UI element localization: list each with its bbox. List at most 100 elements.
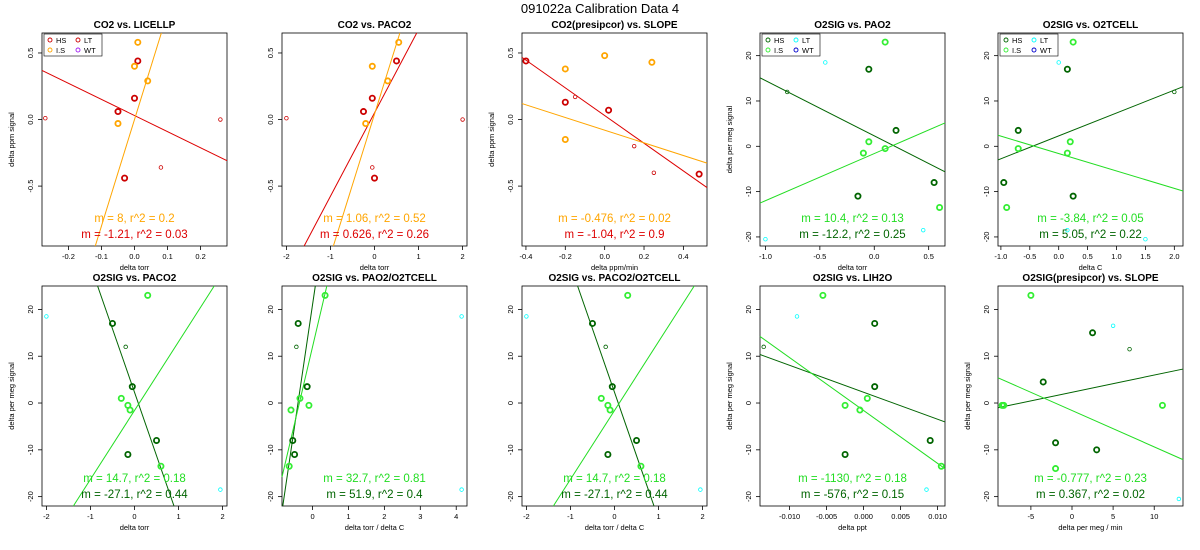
x-tick-label: -2 bbox=[43, 512, 50, 521]
data-point bbox=[1000, 179, 1008, 187]
x-axis-label: delta per meg / min bbox=[1058, 523, 1122, 532]
data-point bbox=[823, 60, 828, 65]
y-tick-label: 0.0 bbox=[506, 114, 515, 124]
chart-panel-3: CO2(presipcor) vs. SLOPE -0.4 -0.2 0.0 0.2 0.… bbox=[487, 20, 708, 272]
y-tick-label: 0 bbox=[744, 401, 753, 405]
data-point bbox=[144, 77, 152, 85]
x-tick-label: 0.000 bbox=[854, 512, 873, 521]
data-point bbox=[1093, 446, 1101, 454]
data-point bbox=[1069, 38, 1077, 46]
data-point bbox=[1066, 138, 1074, 146]
legend-box bbox=[43, 33, 103, 57]
data-point bbox=[303, 383, 311, 391]
data-point bbox=[1069, 192, 1077, 200]
x-tick-label: 2.0 bbox=[1169, 252, 1179, 261]
data-point bbox=[597, 394, 605, 402]
legend-marker bbox=[1003, 37, 1009, 43]
chart-panel-1: CO2 vs. LICELLP -0.2 -0.1 0.0 0.1 0.2 -0.5 0.0 0… bbox=[7, 20, 228, 272]
x-tick-label: 1 bbox=[416, 252, 420, 261]
data-point bbox=[130, 62, 138, 70]
y-tick-label: 20 bbox=[982, 51, 991, 59]
x-tick-label: 0.2 bbox=[639, 252, 649, 261]
fit-annotation: m = -3.84, r^2 = 0.05 bbox=[1037, 213, 1143, 225]
legend: HS LT I.S WT bbox=[761, 33, 821, 57]
data-point bbox=[117, 394, 125, 402]
x-tick-label: -2 bbox=[523, 512, 530, 521]
x-tick-label: -0.010 bbox=[779, 512, 800, 521]
x-tick-label: -0.1 bbox=[95, 252, 108, 261]
x-tick-label: 0.0 bbox=[599, 252, 609, 261]
x-tick-label: -0.5 bbox=[1023, 252, 1036, 261]
x-tick-label: -1.0 bbox=[994, 252, 1007, 261]
data-point bbox=[624, 291, 632, 299]
x-tick-label: 0 bbox=[1070, 512, 1074, 521]
y-tick-label: -10 bbox=[744, 186, 753, 197]
data-point bbox=[294, 344, 299, 350]
x-tick-label: 5 bbox=[1111, 512, 1115, 521]
data-point bbox=[459, 487, 464, 492]
data-point bbox=[785, 89, 790, 95]
data-point bbox=[1158, 401, 1166, 409]
y-tick-label: 0.0 bbox=[266, 114, 275, 124]
x-tick-label: 2 bbox=[382, 512, 386, 521]
x-axis-label: delta C bbox=[1079, 263, 1103, 272]
data-point bbox=[285, 462, 293, 470]
legend-box bbox=[761, 33, 821, 57]
fit-line bbox=[759, 354, 946, 423]
x-tick-label: 0.4 bbox=[678, 252, 688, 261]
legend-marker bbox=[765, 47, 771, 53]
data-point bbox=[1000, 401, 1008, 409]
plot-frame bbox=[521, 32, 708, 247]
data-point bbox=[601, 52, 609, 60]
fit-annotation: m = 10.4, r^2 = 0.13 bbox=[801, 213, 904, 225]
data-point bbox=[561, 135, 569, 143]
y-tick-label: -10 bbox=[982, 186, 991, 197]
data-point bbox=[1039, 378, 1047, 386]
data-point bbox=[114, 108, 122, 116]
y-tick-label: 20 bbox=[744, 305, 753, 313]
x-tick-label: -0.2 bbox=[559, 252, 572, 261]
x-axis-label: delta torr bbox=[120, 523, 150, 532]
data-point bbox=[1052, 465, 1060, 473]
data-point bbox=[871, 383, 879, 391]
plot-frame bbox=[759, 32, 946, 247]
chart-title: O2SIG vs. PAO2 bbox=[814, 20, 891, 31]
data-point bbox=[863, 394, 871, 402]
y-tick-label: -10 bbox=[266, 444, 275, 455]
legend-label: LT bbox=[802, 36, 811, 45]
data-point bbox=[296, 394, 304, 402]
data-point bbox=[841, 451, 849, 459]
plot-frame bbox=[997, 32, 1184, 247]
fit-line bbox=[303, 32, 418, 247]
data-point bbox=[1172, 89, 1177, 95]
data-point bbox=[1143, 237, 1148, 242]
data-point bbox=[1176, 496, 1182, 502]
x-tick-label: -2 bbox=[283, 252, 290, 261]
x-tick-label: 0.005 bbox=[891, 512, 910, 521]
chart-title: O2SIG vs. LIH2O bbox=[813, 273, 893, 284]
data-point bbox=[926, 436, 934, 444]
chart-panel-8: O2SIG vs. PACO2/O2TCELL-2 -1 0 1 2-20-100102… bbox=[506, 273, 708, 532]
data-point bbox=[124, 451, 132, 459]
data-point bbox=[763, 237, 768, 242]
x-tick-label: 4 bbox=[454, 512, 458, 521]
x-tick-label: 0 bbox=[132, 512, 136, 521]
x-tick-label: 0 bbox=[310, 512, 314, 521]
x-tick-label: -0.4 bbox=[519, 252, 532, 261]
x-tick-label: 0 bbox=[612, 512, 616, 521]
y-tick-label: 10 bbox=[744, 352, 753, 360]
data-point bbox=[637, 462, 645, 470]
y-tick-label: 0.5 bbox=[266, 48, 275, 58]
x-tick-label: 2 bbox=[221, 512, 225, 521]
data-point bbox=[572, 94, 578, 100]
data-point bbox=[698, 487, 703, 492]
data-point bbox=[123, 344, 128, 350]
data-point bbox=[1056, 60, 1061, 65]
fit-line bbox=[759, 122, 946, 204]
data-point bbox=[924, 487, 929, 492]
plot-frame bbox=[759, 285, 946, 507]
legend-label: I.S bbox=[1012, 46, 1021, 55]
fit-line bbox=[521, 56, 708, 188]
data-point bbox=[606, 406, 614, 414]
